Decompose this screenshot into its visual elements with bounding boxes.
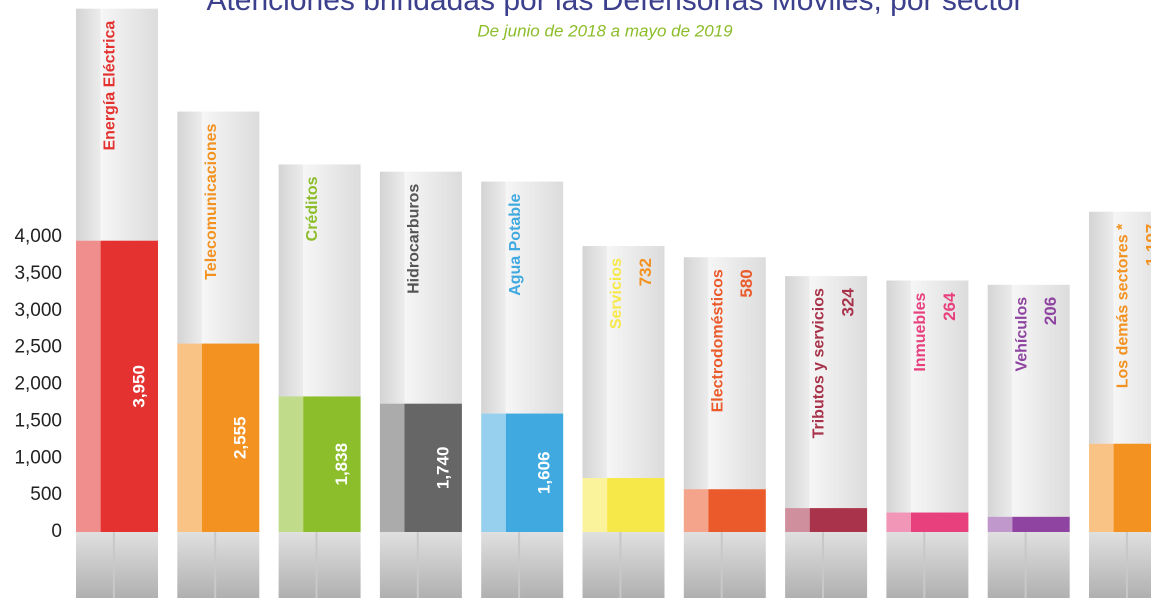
pedestal: [785, 532, 868, 598]
pedestal-side: [315, 532, 318, 598]
bar: [278, 396, 361, 532]
pedestal: [76, 532, 158, 598]
y-tick-label: 1,500: [14, 410, 62, 431]
value-label: 1,197: [1142, 224, 1151, 267]
y-tick-label: 500: [30, 484, 62, 505]
bar: [481, 413, 564, 532]
chart-subtitle: De junio de 2018 a mayo de 2019: [477, 21, 733, 40]
column-left: [76, 8, 101, 241]
y-tick-label: 1,000: [14, 447, 62, 468]
y-tick-label: 2,000: [14, 374, 62, 395]
value-label: 2,555: [231, 417, 250, 460]
pedestal: [1089, 532, 1151, 598]
category-label: Energía Eléctrica: [102, 21, 119, 151]
pedestal-side: [720, 532, 723, 598]
category-label: Inmuebles: [912, 292, 929, 371]
column-left: [177, 111, 202, 344]
bar: [177, 343, 260, 532]
column-left: [379, 171, 405, 404]
category-label: Los demás sectores *: [1115, 223, 1132, 388]
category-label: Electrodomésticos: [709, 269, 726, 412]
bar: [582, 478, 665, 532]
value-label: 1,606: [535, 452, 554, 495]
pedestal: [177, 532, 260, 598]
column-right: [809, 276, 868, 509]
y-tick-label: 3,000: [14, 300, 62, 321]
category-label: Vehículos: [1013, 297, 1030, 372]
column-right: [1113, 211, 1151, 444]
pedestal: [886, 532, 969, 598]
pedestal: [987, 532, 1070, 598]
value-label: 264: [940, 292, 959, 321]
column-right: [404, 171, 462, 404]
value-label: 3,950: [129, 365, 148, 408]
column-right: [1012, 284, 1070, 517]
column-right: [911, 280, 969, 513]
pedestal: [683, 532, 766, 598]
value-label: 1,740: [433, 447, 452, 490]
y-tick-label: 3,500: [14, 263, 62, 284]
category-label: Créditos: [304, 176, 321, 241]
column-left: [582, 246, 608, 479]
pedestal: [481, 532, 564, 598]
column-left: [1089, 211, 1114, 444]
pedestal: [278, 532, 361, 598]
pedestal-side: [1125, 532, 1128, 598]
category-label: Agua Potable: [507, 193, 524, 295]
column-right: [708, 257, 766, 490]
column-right: [505, 181, 564, 414]
value-label: 732: [636, 258, 655, 286]
value-label: 206: [1041, 297, 1060, 325]
bar: [1089, 443, 1151, 532]
pedestal: [379, 532, 462, 598]
y-tick-label: 2,500: [14, 337, 62, 358]
bar: [987, 516, 1070, 532]
column-left: [886, 280, 911, 513]
value-label: 324: [839, 288, 858, 317]
pedestal-side: [518, 532, 521, 598]
category-label: Hidrocarburos: [406, 184, 423, 294]
column-left: [481, 181, 506, 414]
pedestal-side: [1024, 532, 1027, 598]
y-tick-label: 4,000: [14, 226, 62, 247]
bar: [379, 403, 462, 532]
column-right: [607, 246, 665, 479]
pedestal-side: [923, 532, 926, 598]
column-left: [785, 276, 810, 509]
column-right: [201, 111, 260, 344]
pedestal-side: [214, 532, 217, 598]
bar: [785, 508, 868, 532]
column-left: [987, 284, 1013, 517]
pedestal-side: [822, 532, 824, 598]
pedestal-side: [416, 532, 419, 598]
category-label: Tributos y servicios: [811, 288, 828, 438]
bar: [886, 512, 969, 532]
column-right: [303, 164, 361, 397]
column-left: [278, 164, 304, 397]
chart-title: Atenciones brindadas por las Defensorías…: [206, 0, 1023, 17]
column-left: [683, 257, 709, 490]
category-label: Servicios: [608, 258, 625, 329]
pedestal-side: [619, 532, 622, 598]
pedestal-side: [112, 532, 115, 598]
value-label: 1,838: [332, 443, 351, 486]
value-label: 580: [737, 269, 756, 297]
bar: [76, 240, 158, 532]
y-tick-label: 0: [51, 521, 62, 542]
pedestal: [582, 532, 665, 598]
bar: [683, 489, 766, 532]
category-label: Telecomunicaciones: [203, 123, 220, 279]
column-right: [100, 8, 158, 241]
